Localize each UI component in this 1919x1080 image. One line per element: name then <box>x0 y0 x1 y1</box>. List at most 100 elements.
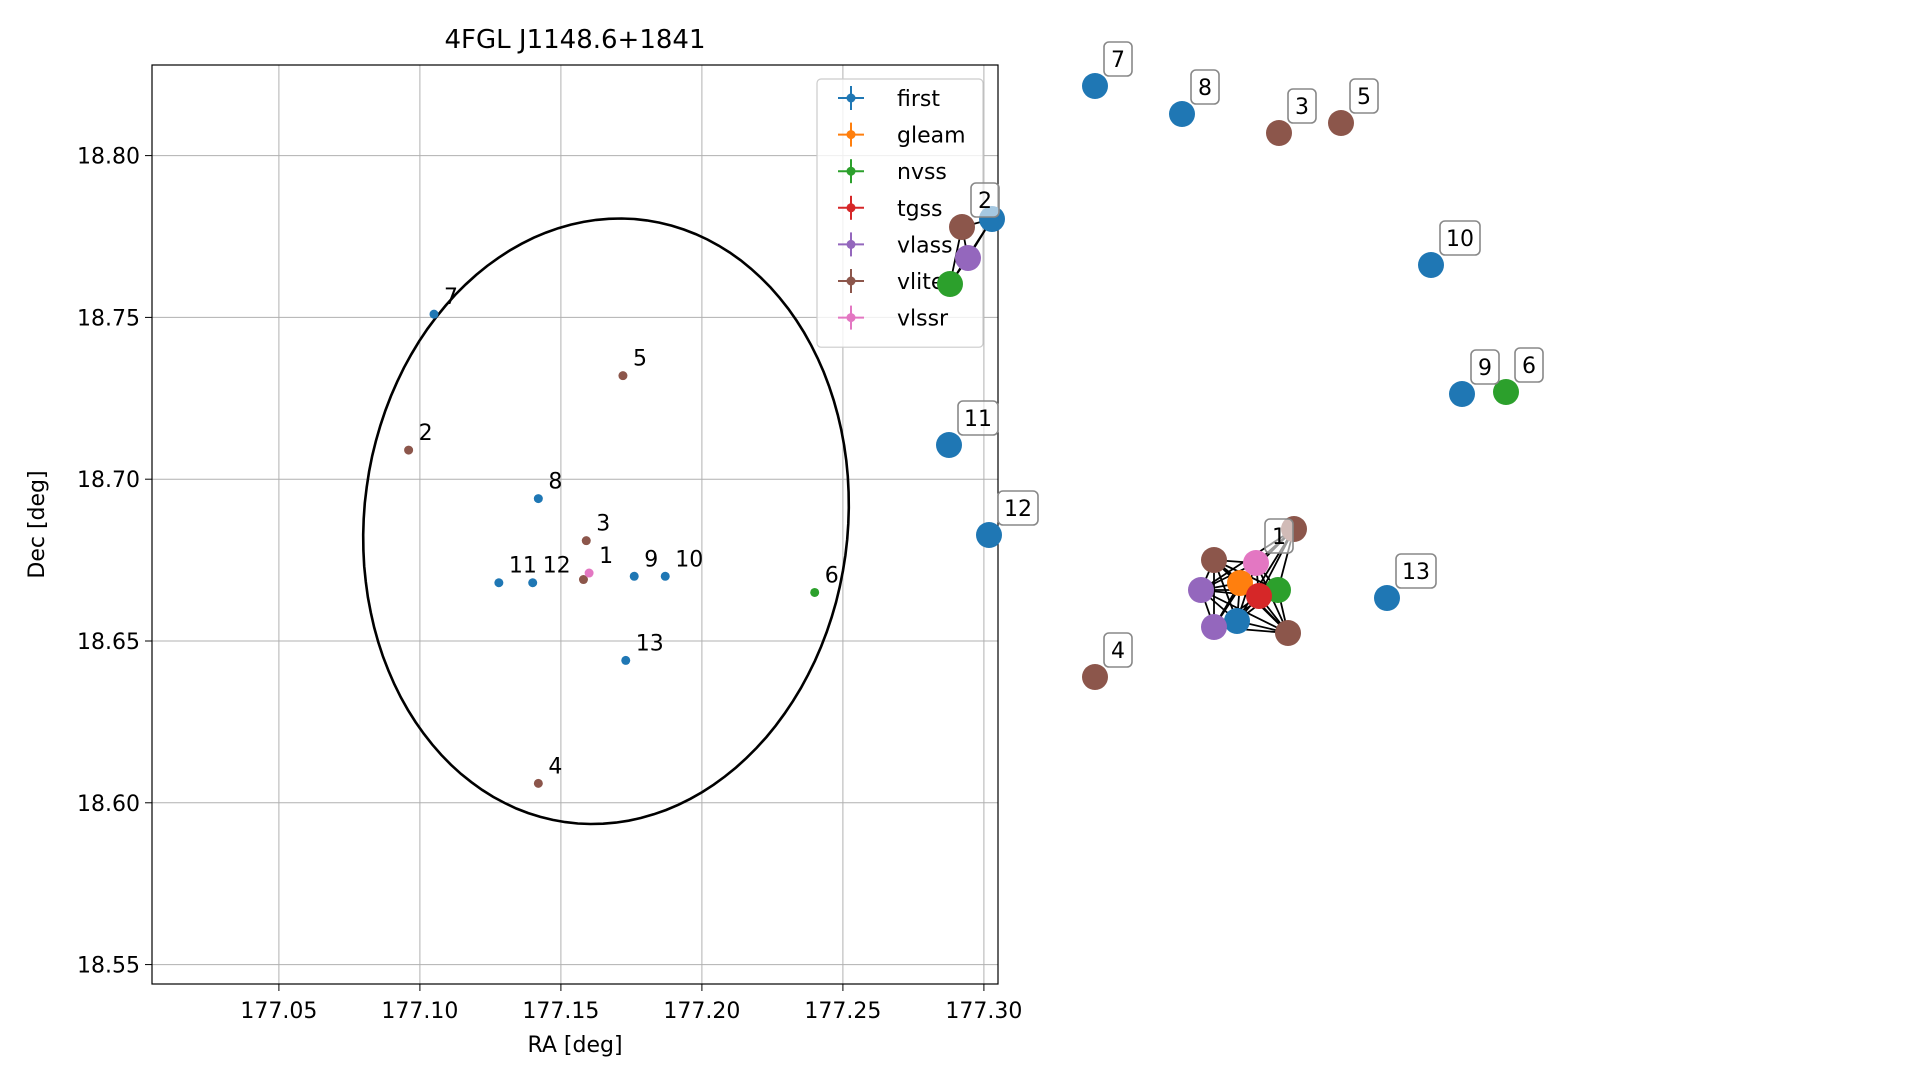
y-tick-label: 18.75 <box>77 306 140 331</box>
point-first <box>494 578 504 588</box>
legend-marker-vlssr <box>846 313 856 323</box>
graph-node-label-text: 10 <box>1446 227 1474 252</box>
point-label: 4 <box>548 754 562 779</box>
graph-node-label: 12 <box>997 490 1039 526</box>
graph-node-label-text: 4 <box>1111 639 1125 664</box>
graph-node-label: 13 <box>1395 553 1437 589</box>
point-label: 2 <box>419 421 433 446</box>
point-label: 8 <box>548 470 562 495</box>
graph-node <box>1328 110 1354 136</box>
graph-node-label-text: 9 <box>1478 356 1492 381</box>
graph-node <box>1082 73 1108 99</box>
graph-node <box>1246 583 1272 609</box>
graph-node <box>949 214 975 240</box>
graph-node-label: 4 <box>1103 632 1133 668</box>
graph-node-label-box <box>1514 347 1544 383</box>
legend-label-vlite: vlite <box>897 270 944 295</box>
point-vlite <box>404 445 414 455</box>
legend-marker-gleam <box>846 130 856 140</box>
graph-node-label-text: 2 <box>978 189 992 214</box>
graph-node <box>955 245 981 271</box>
graph-node <box>1169 101 1195 127</box>
point-label: 9 <box>644 547 658 572</box>
point-label: 6 <box>825 563 839 588</box>
point-nvss <box>810 587 820 597</box>
point-label: 3 <box>596 512 610 537</box>
plot-frame <box>151 64 999 985</box>
graph-node <box>1227 570 1253 596</box>
graph-node <box>1493 379 1519 405</box>
legend-marker-first <box>846 93 856 103</box>
graph-node-label-box <box>1439 220 1481 256</box>
x-tick-label: 177.25 <box>804 999 881 1024</box>
point-vlite <box>578 575 588 585</box>
graph-node <box>1082 664 1108 690</box>
point-first <box>528 578 538 588</box>
legend-label-nvss: nvss <box>897 160 947 185</box>
graph-node-label: 3 <box>1287 88 1317 124</box>
legend-marker-vlass <box>846 239 856 249</box>
graph-node-label: 10 <box>1439 220 1481 256</box>
graph-node-label-box <box>1470 349 1500 385</box>
legend-label-first: first <box>897 87 940 112</box>
legend-label-tgss: tgss <box>897 197 943 222</box>
graph-node-label: 9 <box>1470 349 1500 385</box>
error-ellipse <box>361 217 851 826</box>
x-tick-label: 177.30 <box>945 999 1022 1024</box>
data-points: 7 8 9 10 11 12 13 6 2 3 5 4 1 <box>404 285 839 788</box>
legend-label-vlssr: vlssr <box>897 307 949 332</box>
graph-node <box>937 271 963 297</box>
error-ellipse-path <box>361 217 851 826</box>
point-label: 1 <box>599 544 613 569</box>
point-label: 10 <box>675 547 703 572</box>
point-first <box>621 655 631 665</box>
graph-node <box>1188 577 1214 603</box>
legend-marker-nvss <box>846 166 856 176</box>
graph-node-label-box <box>1103 632 1133 668</box>
graph-node-label-text: 13 <box>1402 560 1430 585</box>
y-axis-label: Dec [deg] <box>25 470 50 578</box>
graph-node-label-text: 6 <box>1522 354 1536 379</box>
graph-node-label-text: 12 <box>1004 497 1032 522</box>
point-first <box>660 571 670 581</box>
graph-node-label-text: 7 <box>1111 48 1125 73</box>
graph-node <box>1266 120 1292 146</box>
graph-node-label: 5 <box>1349 78 1379 114</box>
point-vlssr <box>584 568 594 578</box>
point-label: 5 <box>633 347 647 372</box>
graph-node-label-box <box>1349 78 1379 114</box>
graph-node <box>1275 620 1301 646</box>
y-tick-label: 18.60 <box>77 792 140 817</box>
graph-node-label: 8 <box>1190 69 1220 105</box>
graph-node-label-box <box>970 182 1000 218</box>
graph-node-label-box <box>1103 41 1133 77</box>
x-tick-label: 177.15 <box>522 999 599 1024</box>
graph-node-label-text: 11 <box>964 407 992 432</box>
graph-node <box>1449 381 1475 407</box>
graph-node <box>1224 608 1250 634</box>
y-tick-label: 18.80 <box>77 145 140 170</box>
point-first <box>429 309 439 319</box>
point-vlite <box>618 371 628 381</box>
point-label: 7 <box>444 285 458 310</box>
graph-node-label: 7 <box>1103 41 1133 77</box>
graph-node <box>1374 585 1400 611</box>
network-graph: 7 8 3 5 2 10 9 6 11 12 13 4 1 <box>936 41 1544 690</box>
y-tick-label: 18.70 <box>77 468 140 493</box>
graph-node-label: 1 <box>1264 518 1294 554</box>
graph-node-label-box <box>1190 69 1220 105</box>
graph-node-label: 2 <box>970 182 1000 218</box>
point-label: 12 <box>543 554 571 579</box>
legend-label-gleam: gleam <box>897 124 966 149</box>
point-label: 13 <box>636 631 664 656</box>
point-first <box>533 494 543 504</box>
x-tick-label: 177.20 <box>663 999 740 1024</box>
graph-node <box>1243 550 1269 576</box>
graph-node-label-text: 1 <box>1272 525 1286 550</box>
legend-items: first gleam nvss tgss vlass vlite vlssr <box>838 86 966 332</box>
graph-node-label-box <box>997 490 1039 526</box>
graph-node-label-text: 5 <box>1357 85 1371 110</box>
graph-node <box>936 432 962 458</box>
